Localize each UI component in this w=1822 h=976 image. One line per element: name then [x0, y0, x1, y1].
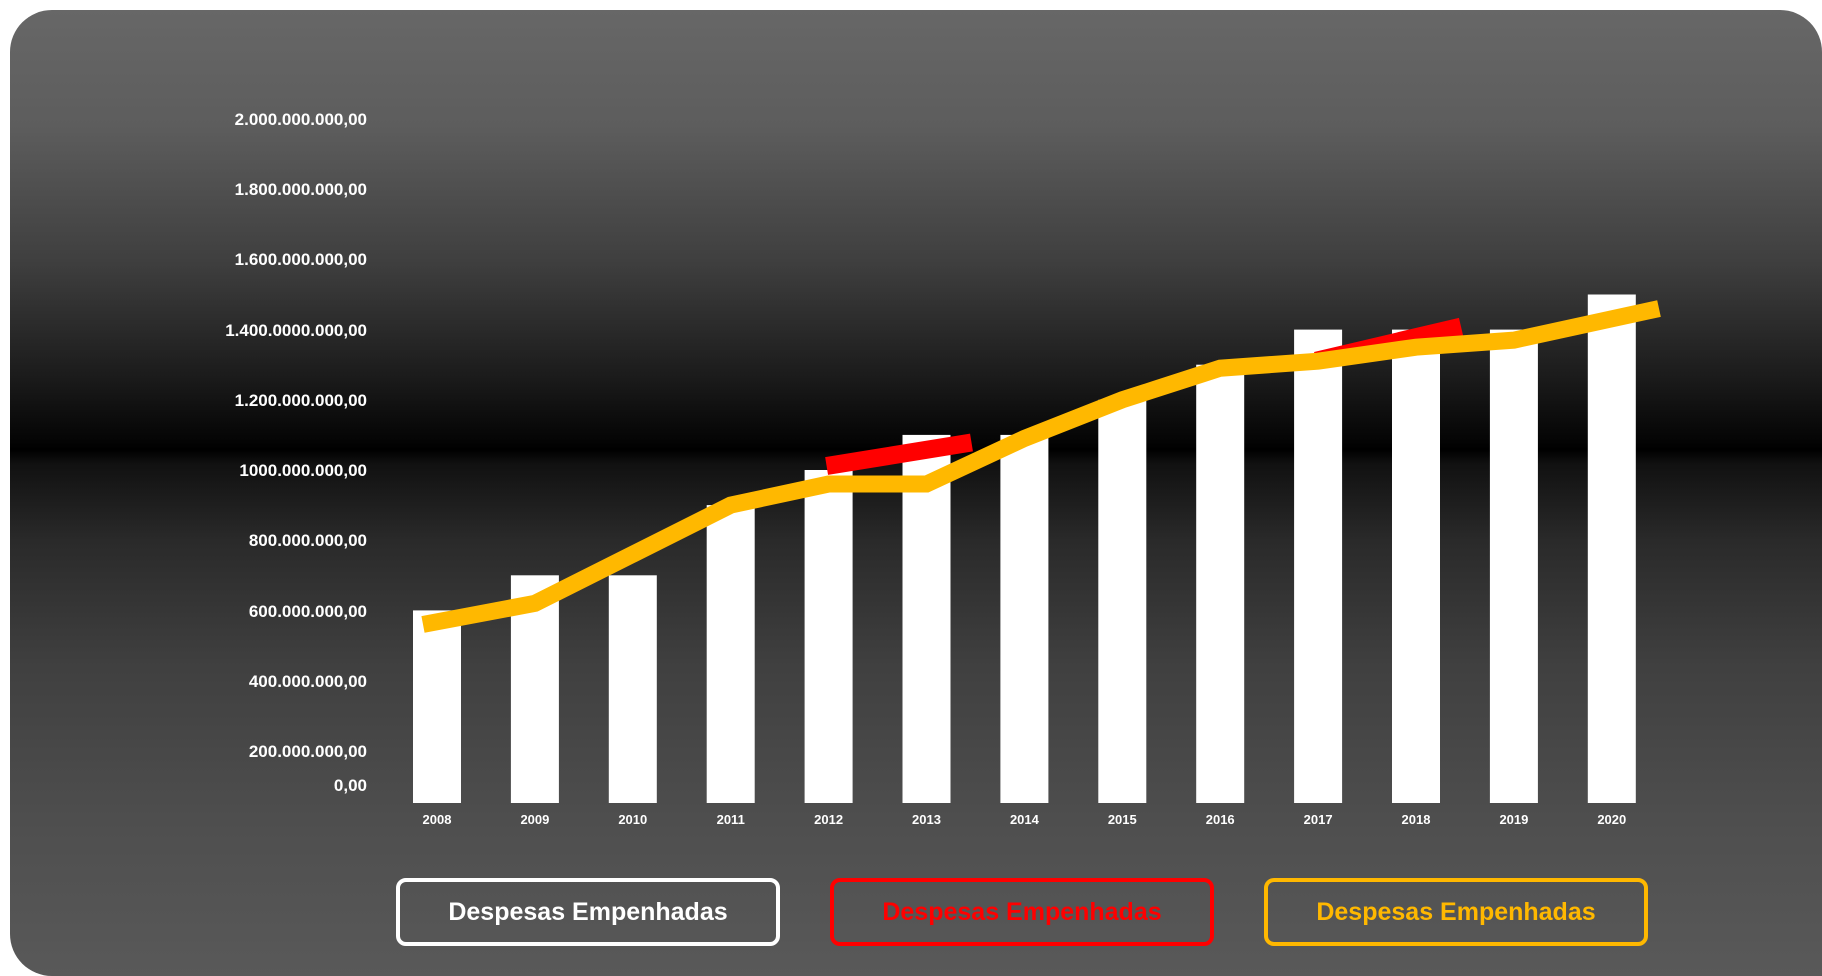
y-tick-label: 400.000.000,00 [249, 672, 367, 691]
bar-2018 [1392, 329, 1440, 803]
legend-red-label: Despesas Empenhadas [882, 897, 1162, 926]
bar-2017 [1294, 329, 1343, 803]
x-tick-label: 2020 [1597, 812, 1626, 827]
y-tick-label: 1.200.000.000,00 [235, 391, 367, 410]
x-axis-ticks: 2008 2009 2010 2011 2012 2013 2014 2015 2016 2017… [423, 812, 1627, 827]
y-tick-label: 800.000.000,00 [249, 531, 367, 550]
yellow-line-group [421, 300, 1661, 633]
y-tick-label: 1.400.0000.000,00 [225, 321, 367, 340]
red-segment-2012 [825, 433, 973, 475]
legend-yellow-line: Despesas Empenhadas [1264, 878, 1648, 946]
bar-2020 [1587, 294, 1636, 803]
x-tick-label: 2013 [912, 812, 941, 827]
x-tick-label: 2018 [1402, 812, 1431, 827]
x-tick-label: 2011 [717, 812, 745, 827]
y-tick-label: 2.000.000.000,00 [235, 110, 367, 129]
legend-red-line: Despesas Empenhadas [830, 878, 1214, 946]
bar-2011 [706, 505, 755, 803]
bar-2014 [1000, 434, 1049, 803]
bar-2008 [413, 610, 461, 803]
x-tick-label: 2012 [814, 812, 843, 827]
x-tick-label: 2016 [1206, 812, 1235, 827]
legend-yellow-label: Despesas Empenhadas [1316, 897, 1596, 926]
x-tick-label: 2014 [1010, 812, 1040, 827]
y-tick-label: 600.000.000,00 [249, 602, 367, 621]
bar-2019 [1489, 329, 1538, 803]
y-tick-label: 200.000.000,00 [249, 742, 367, 761]
y-axis-ticks: 0,00 200.000.000,00 400.000.000,00 600.000.… [225, 110, 367, 795]
bar-2012 [804, 470, 853, 803]
x-tick-label: 2017 [1304, 812, 1333, 827]
x-tick-label: 2015 [1108, 812, 1137, 827]
x-tick-label: 2019 [1499, 812, 1528, 827]
x-tick-label: 2009 [520, 812, 549, 827]
x-tick-label: 2010 [618, 812, 647, 827]
bars-group [413, 294, 1636, 803]
y-tick-label: 1.600.000.000,00 [235, 250, 367, 269]
y-tick-label: 0,00 [334, 776, 367, 795]
y-tick-label: 1000.000.000,00 [239, 461, 367, 480]
legend-white-bars: Despesas Empenhadas [396, 878, 780, 946]
legend-white-label: Despesas Empenhadas [448, 897, 728, 926]
x-tick-label: 2008 [423, 812, 452, 827]
bar-2010 [608, 575, 657, 803]
y-tick-label: 1.800.000.000,00 [235, 180, 367, 199]
bar-2013 [902, 434, 951, 803]
bar-2016 [1196, 364, 1245, 803]
bar-2015 [1098, 399, 1147, 803]
